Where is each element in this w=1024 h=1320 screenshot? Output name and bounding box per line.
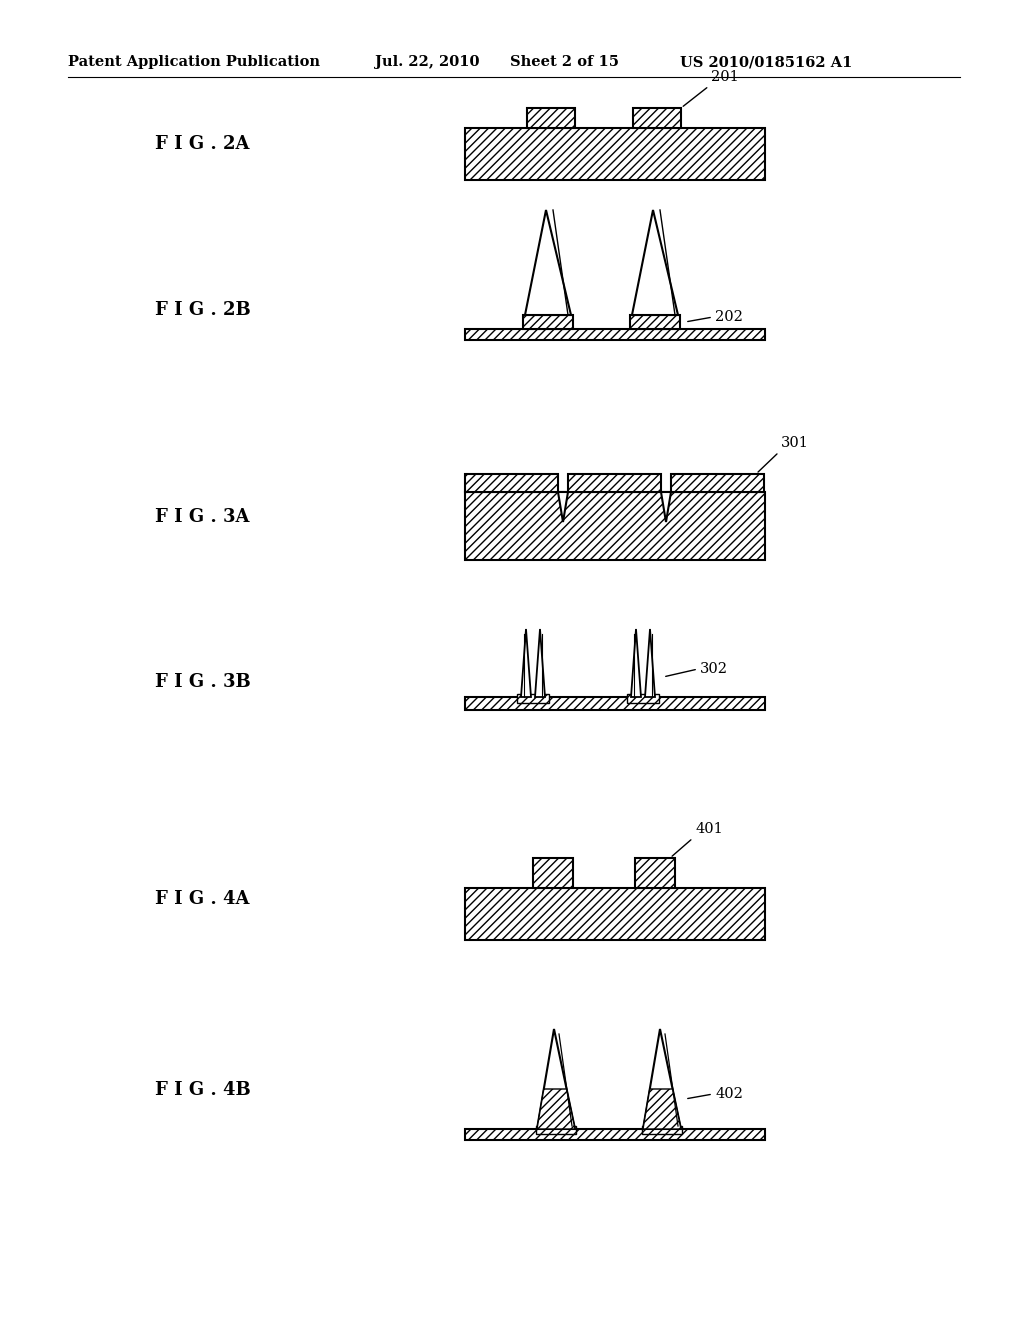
Bar <box>633 108 681 128</box>
Bar <box>635 858 675 888</box>
Bar <box>523 315 573 329</box>
Bar <box>465 329 765 341</box>
Polygon shape <box>643 1030 681 1129</box>
Polygon shape <box>558 492 568 521</box>
Polygon shape <box>645 630 655 697</box>
Polygon shape <box>631 630 641 697</box>
Text: F I G . 4B: F I G . 4B <box>155 1081 251 1100</box>
Bar <box>536 1126 575 1134</box>
Text: 202: 202 <box>715 310 742 323</box>
Bar <box>527 108 575 128</box>
Polygon shape <box>537 1089 575 1129</box>
Text: 302: 302 <box>700 663 728 676</box>
Text: US 2010/0185162 A1: US 2010/0185162 A1 <box>680 55 852 69</box>
Polygon shape <box>525 210 571 315</box>
Bar <box>465 1129 765 1140</box>
Bar <box>465 697 765 710</box>
Polygon shape <box>662 492 671 521</box>
Text: F I G . 2B: F I G . 2B <box>155 301 251 319</box>
Text: 301: 301 <box>781 436 809 450</box>
Bar <box>630 315 680 329</box>
Polygon shape <box>643 1089 681 1129</box>
Bar <box>517 694 549 704</box>
Text: F I G . 4A: F I G . 4A <box>155 890 250 908</box>
Text: Jul. 22, 2010: Jul. 22, 2010 <box>375 55 479 69</box>
Text: F I G . 2A: F I G . 2A <box>155 135 250 153</box>
Polygon shape <box>537 1030 575 1129</box>
Bar <box>465 474 558 492</box>
Bar <box>534 858 573 888</box>
Bar <box>568 474 662 492</box>
Polygon shape <box>521 630 531 697</box>
Polygon shape <box>632 210 678 315</box>
Bar <box>671 474 764 492</box>
Text: F I G . 3A: F I G . 3A <box>155 508 250 525</box>
Bar <box>642 1126 682 1134</box>
Text: Patent Application Publication: Patent Application Publication <box>68 55 319 69</box>
Bar <box>627 694 659 704</box>
Text: F I G . 3B: F I G . 3B <box>155 673 251 690</box>
Bar <box>465 888 765 940</box>
Text: Sheet 2 of 15: Sheet 2 of 15 <box>510 55 618 69</box>
Text: 401: 401 <box>695 822 723 836</box>
Text: 201: 201 <box>711 70 738 84</box>
Bar <box>465 492 765 560</box>
Text: 402: 402 <box>715 1086 742 1101</box>
Polygon shape <box>535 630 545 697</box>
Bar <box>465 128 765 180</box>
